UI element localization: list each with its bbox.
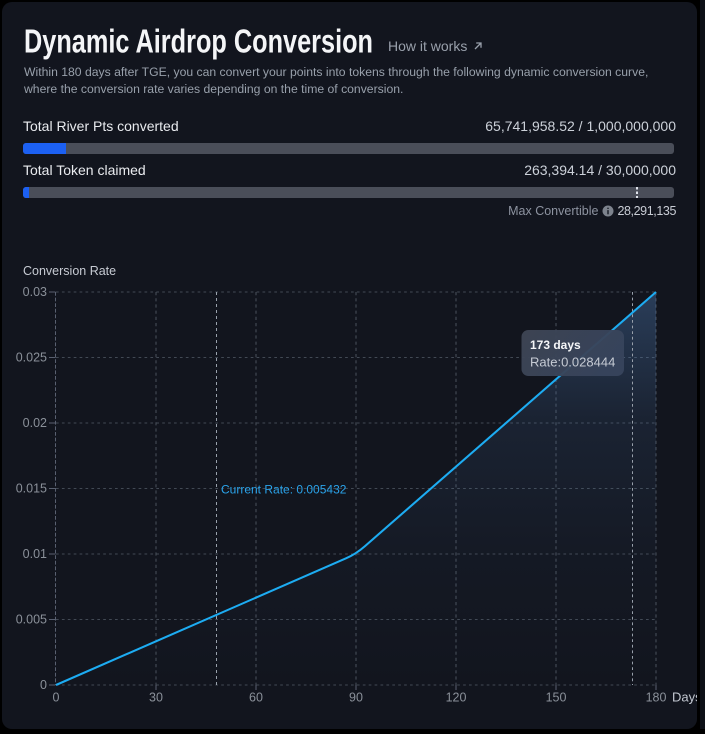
svg-text:0.02: 0.02 (23, 416, 47, 430)
svg-text:0.03: 0.03 (23, 285, 47, 299)
svg-text:180: 180 (646, 691, 667, 705)
svg-text:30: 30 (149, 691, 163, 705)
svg-text:Days: Days (672, 690, 702, 705)
svg-text:60: 60 (249, 691, 263, 705)
svg-text:Current Rate: 0.005432: Current Rate: 0.005432 (221, 483, 347, 497)
svg-text:0: 0 (53, 691, 60, 705)
svg-text:0.01: 0.01 (23, 547, 47, 561)
svg-text:Conversion Rate: Conversion Rate (23, 264, 116, 278)
svg-text:90: 90 (349, 691, 363, 705)
svg-text:0: 0 (40, 678, 47, 692)
svg-text:Dynamic Airdrop Conversion: Dynamic Airdrop Conversion (24, 24, 373, 61)
svg-text:0.025: 0.025 (16, 351, 47, 365)
svg-text:150: 150 (546, 691, 567, 705)
svg-text:0.005: 0.005 (16, 613, 47, 627)
svg-text:120: 120 (446, 691, 467, 705)
svg-text:173 days: 173 days (530, 338, 581, 352)
svg-text:0.015: 0.015 (16, 482, 47, 496)
svg-text:Rate:0.028444: Rate:0.028444 (530, 355, 615, 370)
